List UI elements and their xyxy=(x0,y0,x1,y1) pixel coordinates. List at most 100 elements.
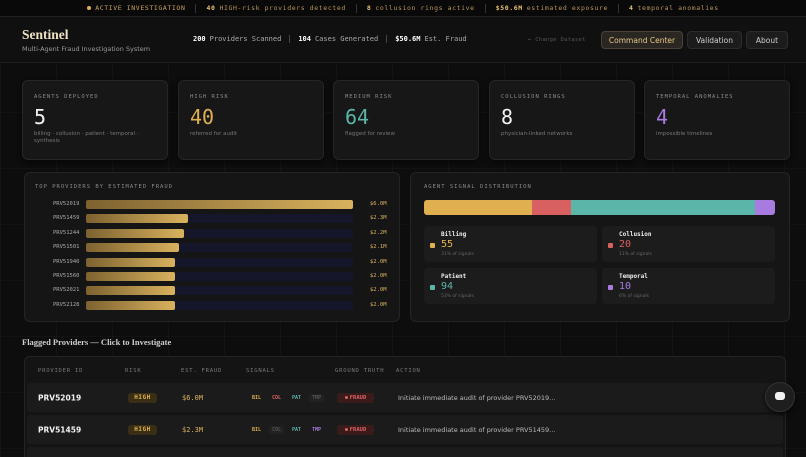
signal-name: Temporal xyxy=(619,273,648,280)
column-header: RISK xyxy=(125,368,142,374)
status-text: ACTIVE INVESTIGATION xyxy=(95,4,186,12)
ticker-value: $50.6M xyxy=(495,4,523,12)
bar-value-label: $6.0M xyxy=(370,201,387,207)
section-title: Flagged Providers — Click to Investigate xyxy=(22,337,172,347)
bar-track xyxy=(86,257,353,267)
table-row-partial xyxy=(27,447,783,457)
truth-dot xyxy=(344,396,348,399)
table-row[interactable]: PRV52019 HIGH $6.0M BIL COL PAT TMP FRAUD Initia… xyxy=(27,383,783,412)
fraud-amount: $6.0M xyxy=(182,393,204,402)
bar-track xyxy=(86,214,353,224)
signal-share: 6% of signals xyxy=(619,294,649,299)
nav-button[interactable]: Command Center xyxy=(601,31,683,49)
signal-card: Collusion 20 11% of signals xyxy=(602,226,775,262)
header-stat: 104 Cases Generated xyxy=(298,35,378,43)
bar xyxy=(86,300,175,310)
stacked-bar xyxy=(424,200,775,215)
kpi-value: 40 xyxy=(190,105,215,129)
risk-badge: HIGH xyxy=(128,392,157,403)
ticker-separator xyxy=(484,3,486,13)
kpi-card: MEDIUM RISK 64 flagged for review xyxy=(333,80,479,160)
kpi-value: 5 xyxy=(34,105,47,129)
bar-label: PRV51560 xyxy=(53,273,80,279)
action-text: Initiate immediate audit of provider PRV… xyxy=(398,393,556,402)
bar-value-label: $2.0M xyxy=(370,287,387,294)
header: Sentinel Multi-Agent Fraud Investigation … xyxy=(0,17,806,63)
app-title: Sentinel xyxy=(22,27,69,42)
signal-tag: PAT xyxy=(292,394,302,401)
kpi-note: physician-linked networks xyxy=(501,131,573,137)
signal-share: 31% of signals xyxy=(441,252,474,257)
bar xyxy=(86,214,189,224)
app-subtitle: Multi-Agent Fraud Investigation System xyxy=(22,45,151,53)
stat-separator xyxy=(289,35,291,43)
ticker-text: estimated exposure xyxy=(526,4,609,12)
kpi-label: TEMPORAL ANOMALIES xyxy=(656,94,734,100)
column-header: PROVIDER ID xyxy=(38,368,84,374)
ticker-bar: ACTIVE INVESTIGATION 40 HIGH-risk provider… xyxy=(0,0,806,17)
bar-label: PRV51940 xyxy=(53,258,80,265)
bar xyxy=(86,200,353,209)
header-stat: $50.6M Est. Fraud xyxy=(395,35,466,43)
ticker-separator xyxy=(195,3,197,13)
chat-icon xyxy=(775,392,785,400)
ticker-value: 4 xyxy=(629,4,634,12)
top-providers-panel: TOP PROVIDERS BY ESTIMATED FRAUD PRV52019… xyxy=(24,172,400,322)
ticker-item: 4 temporal anomalies xyxy=(629,4,719,12)
signal-dot xyxy=(430,243,435,248)
ticker-item: 8 collusion rings active xyxy=(367,4,475,12)
kpi-value: 64 xyxy=(345,105,370,129)
bar-track xyxy=(86,300,353,310)
ticker-item: $50.6M estimated exposure xyxy=(496,4,608,12)
stat-label: Providers Scanned xyxy=(209,35,282,43)
stacked-segment xyxy=(531,200,572,215)
column-header: GROUND TRUTH xyxy=(335,368,385,374)
signal-tag: BIL xyxy=(252,394,262,401)
signal-name: Billing xyxy=(441,231,467,238)
provider-id: PRV51459 xyxy=(38,425,82,434)
bar xyxy=(86,286,175,296)
signal-tag: PAT xyxy=(292,426,302,433)
kpi-note: impossible timelines xyxy=(656,131,713,137)
bar-label: PRV52128 xyxy=(53,301,80,308)
signal-tag: TMP xyxy=(312,426,322,433)
flagged-table: PROVIDER ID RISK EST. FRAUD SIGNALS GROUND T… xyxy=(24,356,786,457)
header-stats: 200 Providers Scanned 104 Cases Generated $5… xyxy=(193,35,467,43)
table-row[interactable]: PRV51459 HIGH $2.3M BIL COL PAT TMP FRAUD Initia… xyxy=(27,415,783,444)
nav-button[interactable]: Validation xyxy=(687,31,742,49)
bar xyxy=(86,272,175,281)
signal-tag: COL xyxy=(269,425,285,434)
signal-dot xyxy=(608,285,613,290)
risk-badge: HIGH xyxy=(128,424,157,435)
kpi-label: HIGH RISK xyxy=(190,94,229,100)
truth-label: FRAUD xyxy=(349,426,367,433)
signal-dot xyxy=(608,243,613,248)
stacked-segment xyxy=(755,200,775,215)
stat-label: Est. Fraud xyxy=(424,35,467,43)
kpi-label: AGENTS DEPLOYED xyxy=(34,94,99,100)
action-text: Initiate immediate audit of provider PRV… xyxy=(398,425,556,434)
bar xyxy=(86,257,175,267)
ticker-separator xyxy=(618,3,620,13)
header-stat: 200 Providers Scanned xyxy=(193,35,281,43)
status-indicator: ACTIVE INVESTIGATION xyxy=(87,4,185,12)
stat-value: 104 xyxy=(298,35,311,43)
bar-value-label: $2.2M xyxy=(370,229,387,236)
bar-value-label: $2.0M xyxy=(370,273,387,279)
kpi-card: COLLUSION RINGS 8 physician-linked network… xyxy=(489,80,635,160)
signal-tag: COL xyxy=(272,394,282,401)
signal-card: Billing 55 31% of signals xyxy=(424,226,597,262)
bar xyxy=(86,228,184,238)
nav-button[interactable]: About xyxy=(746,31,788,49)
change-dataset-link[interactable]: ← Change Dataset xyxy=(528,37,586,43)
truth-dot xyxy=(344,428,348,431)
stat-value: 200 xyxy=(193,35,206,43)
kpi-value: 4 xyxy=(656,105,669,129)
kpi-note: billing · collusion · patient · temporal… xyxy=(34,131,139,144)
bar-track xyxy=(86,243,353,253)
chat-button[interactable] xyxy=(765,382,795,412)
signal-share: 11% of signals xyxy=(619,252,652,257)
column-header: ACTION xyxy=(396,368,421,374)
ticker-text: collusion rings active xyxy=(375,4,475,12)
panel-title: AGENT SIGNAL DISTRIBUTION xyxy=(424,184,532,190)
